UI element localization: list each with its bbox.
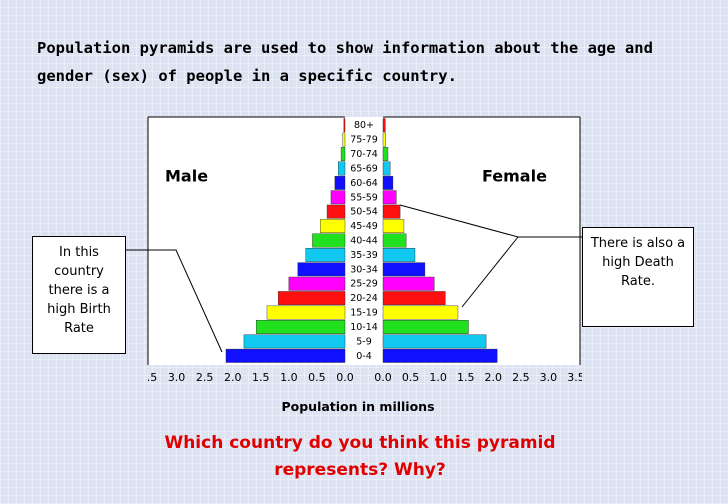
x-tick-label: 3.0	[168, 371, 186, 384]
age-label: 75-79	[350, 135, 378, 146]
age-label: 40-44	[350, 236, 378, 247]
age-label: 30-34	[350, 264, 378, 275]
bar	[277, 291, 346, 306]
age-label: 5-9	[356, 336, 372, 347]
bar	[382, 334, 487, 349]
bar	[334, 175, 346, 190]
x-tick-label: 0.0	[374, 371, 392, 384]
bar	[382, 204, 401, 219]
x-tick-label: 2.5	[512, 371, 530, 384]
bar	[382, 348, 498, 363]
age-label: 10-14	[350, 322, 378, 333]
annotation: In this country there is a high Birth Ra…	[32, 236, 126, 354]
callout-line	[461, 236, 519, 308]
bar	[382, 233, 407, 248]
bar	[338, 161, 346, 176]
bar	[382, 118, 386, 133]
age-label: 65-69	[350, 163, 378, 174]
legend-label: Male	[165, 167, 208, 186]
bar	[382, 262, 426, 277]
bar	[288, 276, 346, 291]
x-tick-label: 2.0	[224, 371, 242, 384]
plot-area	[148, 117, 580, 365]
bar	[382, 291, 446, 306]
bar	[340, 147, 346, 161]
bar	[382, 305, 459, 320]
bar	[382, 276, 435, 291]
x-tick-label: 1.5	[457, 371, 475, 384]
age-label: 70-74	[350, 149, 378, 160]
bar	[305, 248, 346, 262]
x-tick-label: 3.5	[140, 371, 158, 384]
age-label: 80+	[354, 120, 374, 131]
bar	[382, 248, 416, 262]
bar	[256, 320, 346, 334]
bar	[342, 132, 346, 147]
question: Which country do you think this pyramid …	[164, 433, 556, 480]
age-label: 20-24	[350, 293, 378, 304]
bar	[343, 118, 346, 133]
x-tick-label: 0.5	[402, 371, 420, 384]
age-label: 25-29	[350, 279, 378, 290]
age-label: 0-4	[356, 351, 372, 362]
bar	[326, 204, 346, 219]
bar	[382, 219, 405, 233]
age-label: 50-54	[350, 207, 378, 218]
bar	[312, 233, 346, 248]
bar	[382, 161, 391, 176]
x-tick-label: 1.5	[252, 371, 270, 384]
x-tick-label: 1.0	[429, 371, 447, 384]
heading: Population pyramids are used to show inf…	[37, 39, 653, 85]
age-label: 15-19	[350, 308, 378, 319]
age-label: 35-39	[350, 250, 378, 261]
age-label: 45-49	[350, 221, 378, 232]
x-tick-label: 0.0	[336, 371, 354, 384]
age-label: 55-59	[350, 192, 378, 203]
annotation: There is also a high Death Rate.	[582, 227, 694, 327]
x-tick-label: 3.5	[567, 371, 585, 384]
bar	[320, 219, 346, 233]
callout-line	[126, 249, 223, 353]
x-axis: 0.0 0.0 0.5 0.5 1.0 1.0 1.5 1.5 2.0 2.0 2.5 2.5 3.0 3…	[140, 371, 585, 384]
bar	[382, 175, 394, 190]
x-tick-label: 2.0	[485, 371, 503, 384]
bar	[330, 190, 346, 205]
bar	[382, 132, 386, 147]
x-tick-label: 0.5	[308, 371, 326, 384]
bar	[382, 147, 389, 161]
bar	[225, 348, 346, 363]
age-label: 60-64	[350, 178, 378, 189]
bar	[382, 190, 397, 205]
x-axis-title: Population in millions	[281, 399, 435, 414]
bar	[243, 334, 346, 349]
bar	[297, 262, 346, 277]
x-tick-label: 3.0	[540, 371, 558, 384]
legend-label: Female	[482, 167, 547, 186]
x-tick-label: 1.0	[280, 371, 298, 384]
bar	[266, 305, 346, 320]
bar	[382, 320, 469, 334]
x-tick-label: 2.5	[196, 371, 214, 384]
